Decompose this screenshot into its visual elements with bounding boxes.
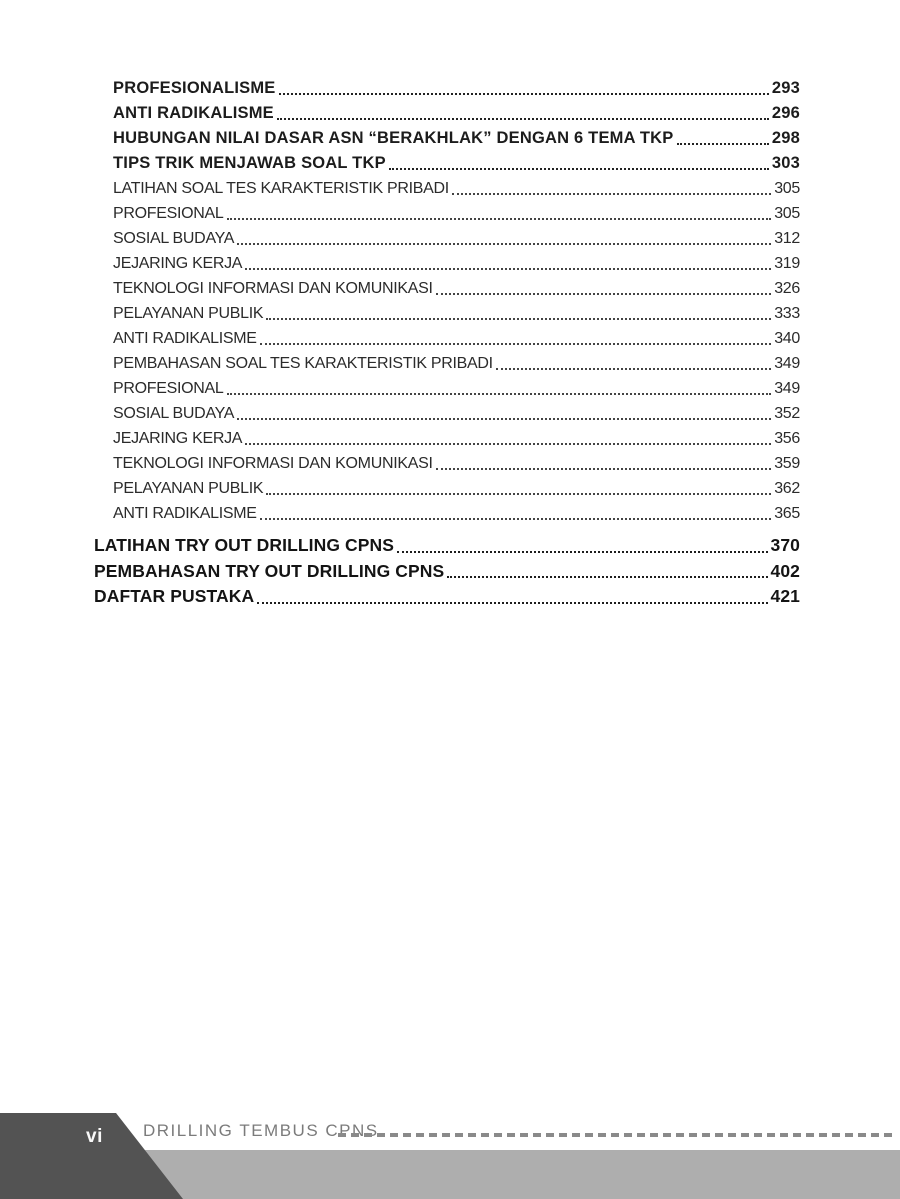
toc-entry: ANTI RADIKALISME 340	[113, 326, 800, 351]
toc-entry-label: PROFESIONAL	[113, 205, 224, 222]
toc-entry-label: LATIHAN SOAL TES KARAKTERISTIK PRIBADI	[113, 180, 449, 197]
dot-leader	[495, 351, 772, 370]
toc-entry-label: TEKNOLOGI INFORMASI DAN KOMUNIKASI	[113, 455, 433, 472]
toc-entry-page: 303	[771, 154, 800, 172]
toc-entry-page: 421	[770, 586, 800, 606]
toc-entry-label: PELAYANAN PUBLIK	[113, 305, 264, 322]
toc-entry-page: 362	[774, 480, 800, 497]
dot-leader	[388, 151, 769, 170]
toc-entry-page: 370	[770, 535, 800, 555]
toc-entry: PROFESIONAL 349	[113, 376, 800, 401]
toc-entry-page: 298	[771, 129, 800, 147]
toc-entry-page: 359	[774, 455, 800, 472]
toc-entry-page: 305	[774, 205, 800, 222]
toc-entry: ANTI RADIKALISME 296	[113, 101, 800, 126]
toc-entry-label: SOSIAL BUDAYA	[113, 405, 235, 422]
dot-leader	[259, 326, 772, 345]
dot-leader	[245, 251, 772, 270]
toc-entry: LATIHAN TRY OUT DRILLING CPNS 370	[94, 533, 800, 559]
toc-entry-page: 365	[774, 505, 800, 522]
toc-entry: JEJARING KERJA 356	[113, 426, 800, 451]
toc-entry-page: 326	[774, 280, 800, 297]
dot-leader	[447, 559, 768, 578]
toc-entry: PEMBAHASAN SOAL TES KARAKTERISTIK PRIBAD…	[113, 351, 800, 376]
dot-leader	[451, 176, 772, 195]
toc-entry: DAFTAR PUSTAKA 421	[94, 584, 800, 610]
toc-entry-label: LATIHAN TRY OUT DRILLING CPNS	[94, 535, 395, 555]
toc-main-list: LATIHAN TRY OUT DRILLING CPNS 370 PEMBAHAS…	[94, 533, 800, 610]
toc-entry: TIPS TRIK MENJAWAB SOAL TKP 303	[113, 151, 800, 176]
dot-leader	[397, 533, 768, 553]
toc-entry: HUBUNGAN NILAI DASAR ASN “BERAKHLAK” DEN…	[113, 126, 800, 151]
dot-leader	[237, 226, 772, 245]
dot-leader	[676, 126, 769, 145]
toc-entry-page: 296	[771, 104, 800, 122]
dot-leader	[245, 426, 772, 445]
toc-entry-label: ANTI RADIKALISME	[113, 104, 274, 122]
toc-entry-page: 349	[774, 355, 800, 372]
toc-entry: ANTI RADIKALISME 365	[113, 501, 800, 526]
dot-leader	[257, 584, 768, 604]
toc-entry-page: 356	[774, 430, 800, 447]
toc-entry-page: 305	[774, 180, 800, 197]
toc-entry-label: SOSIAL BUDAYA	[113, 230, 235, 247]
dot-leader	[237, 401, 772, 420]
toc-entry: JEJARING KERJA 319	[113, 251, 800, 276]
toc-entry: TEKNOLOGI INFORMASI DAN KOMUNIKASI 359	[113, 451, 800, 476]
toc-entry-label: JEJARING KERJA	[113, 430, 243, 447]
toc-sub-list: PROFESIONALISME 293 ANTI RADIKALISME 296 HUB…	[113, 76, 800, 526]
dot-leader	[278, 76, 769, 95]
toc-entry-label: PELAYANAN PUBLIK	[113, 480, 264, 497]
toc-entry-label: PROFESIONALISME	[113, 79, 276, 97]
toc-entry: PELAYANAN PUBLIK 333	[113, 301, 800, 326]
toc-entry-label: PROFESIONAL	[113, 380, 224, 397]
toc-entry-label: DAFTAR PUSTAKA	[94, 586, 255, 606]
dot-leader	[276, 101, 769, 120]
dot-leader	[266, 476, 772, 495]
toc-entry-page: 293	[771, 79, 800, 97]
toc-entry-page: 312	[774, 230, 800, 247]
toc-entry-label: ANTI RADIKALISME	[113, 330, 257, 347]
toc-entry: SOSIAL BUDAYA 312	[113, 226, 800, 251]
dot-leader	[259, 501, 772, 520]
toc-entry-page: 340	[774, 330, 800, 347]
dot-leader	[226, 376, 772, 395]
toc-entry-page: 349	[774, 380, 800, 397]
toc-entry-page: 319	[774, 255, 800, 272]
footer-page-number: vi	[86, 1126, 103, 1147]
dot-leader	[266, 301, 772, 320]
toc-entry-label: ANTI RADIKALISME	[113, 505, 257, 522]
toc-entry-label: TEKNOLOGI INFORMASI DAN KOMUNIKASI	[113, 280, 433, 297]
toc-entry: TEKNOLOGI INFORMASI DAN KOMUNIKASI 326	[113, 276, 800, 301]
toc-entry-label: PEMBAHASAN SOAL TES KARAKTERISTIK PRIBAD…	[113, 355, 493, 372]
toc-entry-label: JEJARING KERJA	[113, 255, 243, 272]
dot-leader	[226, 201, 772, 220]
toc-entry-page: 402	[770, 560, 800, 581]
toc-entry-page: 352	[774, 405, 800, 422]
toc-entry: PEMBAHASAN TRY OUT DRILLING CPNS 402	[94, 559, 800, 585]
toc-entry-page: 333	[774, 305, 800, 322]
toc-entry-label: HUBUNGAN NILAI DASAR ASN “BERAKHLAK” DEN…	[113, 129, 674, 147]
footer-running-title: DRILLING TEMBUS CPNS	[143, 1121, 379, 1140]
toc-entry: LATIHAN SOAL TES KARAKTERISTIK PRIBADI 30…	[113, 176, 800, 201]
dot-leader	[435, 276, 772, 295]
toc-entry: SOSIAL BUDAYA 352	[113, 401, 800, 426]
toc-entry-label: TIPS TRIK MENJAWAB SOAL TKP	[113, 154, 386, 172]
toc-entry: PROFESIONALISME 293	[113, 76, 800, 101]
toc-entry-label: PEMBAHASAN TRY OUT DRILLING CPNS	[94, 560, 445, 581]
dot-leader	[435, 451, 772, 470]
footer-dashed-line	[338, 1133, 895, 1137]
toc-entry: PELAYANAN PUBLIK 362	[113, 476, 800, 501]
toc-entry: PROFESIONAL 305	[113, 201, 800, 226]
